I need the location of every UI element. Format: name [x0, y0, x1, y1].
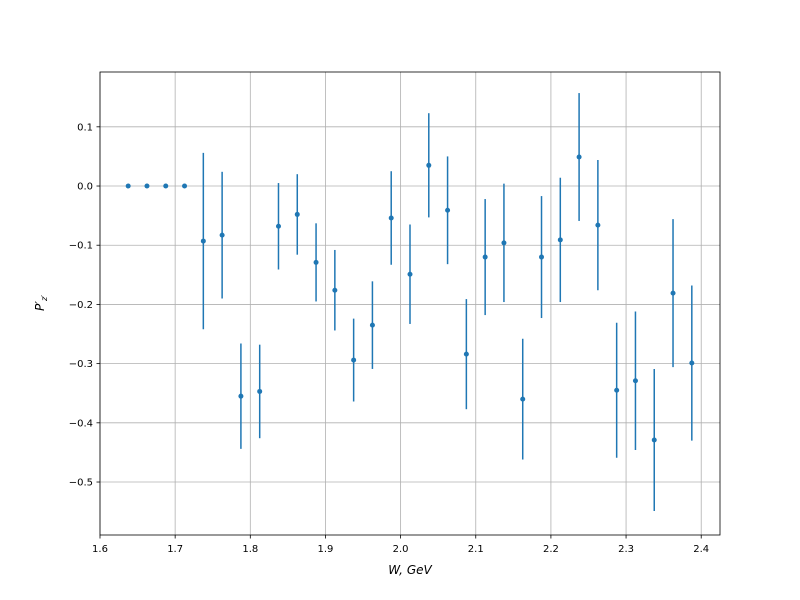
x-tick-label: 1.7	[167, 544, 183, 555]
data-point	[238, 393, 244, 399]
plot-frame	[99, 71, 721, 536]
data-point	[163, 183, 169, 189]
data-point	[520, 396, 526, 402]
data-point	[557, 237, 563, 243]
data-point	[539, 254, 545, 260]
data-point	[501, 240, 507, 246]
x-tick-label: 1.8	[242, 544, 258, 555]
data-point	[275, 223, 281, 229]
x-tick-label: 2.0	[393, 544, 409, 555]
y-tick-label: 0.0	[77, 182, 93, 193]
data-point	[200, 238, 206, 244]
data-point	[182, 183, 188, 189]
data-point	[482, 254, 488, 260]
x-tick-label: 2.4	[693, 544, 709, 555]
data-point	[257, 388, 263, 394]
data-point	[651, 437, 657, 443]
x-tick-label: 2.2	[543, 544, 559, 555]
data-point	[576, 154, 582, 160]
data-point	[313, 259, 319, 265]
data-point	[125, 183, 131, 189]
data-point	[294, 211, 300, 217]
data-point	[144, 183, 150, 189]
x-tick-label: 2.1	[468, 544, 484, 555]
axes: 1.6 1.7 1.8 1.9 2.0 2.1 2.2 2.3 2.4 −0.5 −0.4 −0.3 −…	[69, 122, 709, 555]
data-point	[388, 215, 394, 221]
data-point	[689, 360, 695, 366]
y-tick-label: −0.3	[69, 359, 93, 370]
y-label-main: P′	[33, 301, 47, 311]
y-tick-label: −0.1	[69, 241, 93, 252]
y-tick-label: −0.5	[69, 478, 93, 489]
y-tick-label: −0.4	[69, 418, 93, 429]
data-point	[614, 387, 620, 393]
y-tick-label: −0.2	[69, 300, 93, 311]
data-point	[595, 222, 601, 228]
data-point	[219, 232, 225, 238]
y-tick-label: 0.1	[77, 122, 93, 133]
data-point	[332, 287, 338, 293]
y-label-sub: z′	[40, 295, 49, 302]
data-point	[463, 351, 469, 357]
x-tick-label: 1.9	[318, 544, 334, 555]
data-point	[351, 357, 357, 363]
data-point	[407, 271, 413, 277]
data-point	[445, 207, 451, 213]
data-point	[670, 290, 676, 296]
x-tick-label: 1.6	[92, 544, 108, 555]
x-tick-label: 2.3	[618, 544, 634, 555]
y-axis-label: P′z′	[33, 295, 49, 311]
data-point	[369, 322, 375, 328]
x-axis-label: W, GeV	[388, 563, 432, 577]
data-point	[426, 162, 432, 168]
data	[125, 93, 695, 512]
data-point	[632, 378, 638, 384]
